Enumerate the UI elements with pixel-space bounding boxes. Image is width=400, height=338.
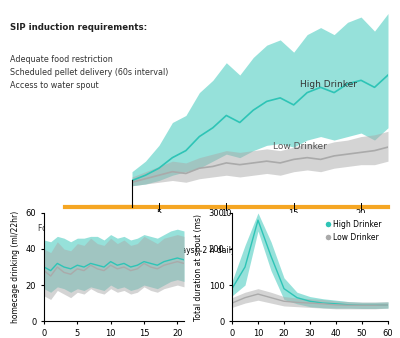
Text: High Drinker: High Drinker bbox=[300, 80, 358, 89]
Text: Low Drinker: Low Drinker bbox=[274, 142, 327, 151]
Text: SIP induction requirements:: SIP induction requirements: bbox=[10, 23, 147, 32]
Y-axis label: Total duration at spout (ms): Total duration at spout (ms) bbox=[194, 214, 203, 320]
Y-axis label: homecage drinking (ml/22hr): homecage drinking (ml/22hr) bbox=[11, 211, 20, 323]
Text: (7-days): (7-days) bbox=[69, 237, 101, 246]
Text: Adequate food restriction
Scheduled pellet delivery (60s interval)
Access to wat: Adequate food restriction Scheduled pell… bbox=[10, 55, 168, 90]
Legend: High Drinker, Low Drinker: High Drinker, Low Drinker bbox=[324, 217, 384, 245]
Text: Food restriction protocol: Food restriction protocol bbox=[38, 224, 132, 234]
X-axis label: Sessions (days): 2 h daily schedule-induced polydipsia sessions: Sessions (days): 2 h daily schedule-indu… bbox=[138, 245, 382, 255]
